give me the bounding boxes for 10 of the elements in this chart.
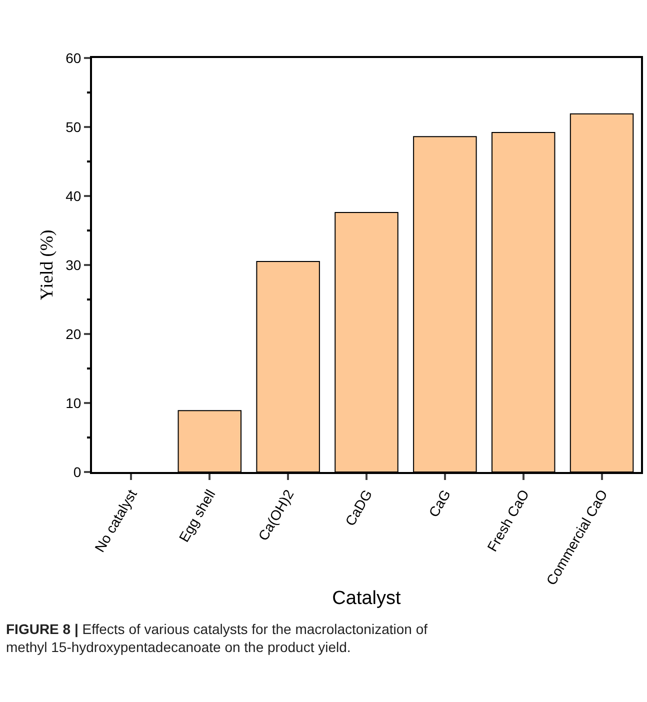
y-tick-label: 20 xyxy=(66,326,82,342)
y-tick-label: 40 xyxy=(66,188,82,204)
y-axis-title: Yield (%) xyxy=(36,230,56,300)
y-tick-label: 0 xyxy=(73,464,82,480)
y-tick-label: 50 xyxy=(66,118,82,135)
y-tick-label: 60 xyxy=(66,50,82,66)
x-axis-title: Catalyst xyxy=(332,588,402,610)
y-tick-label: 30 xyxy=(66,256,82,273)
y-tick-label: 10 xyxy=(66,394,82,411)
caption: FIGURE 8 | Effects of various catalysts for the macrolactonization of methyl 15-hydroxypentadecanoate on the product yield. xyxy=(6,621,428,656)
